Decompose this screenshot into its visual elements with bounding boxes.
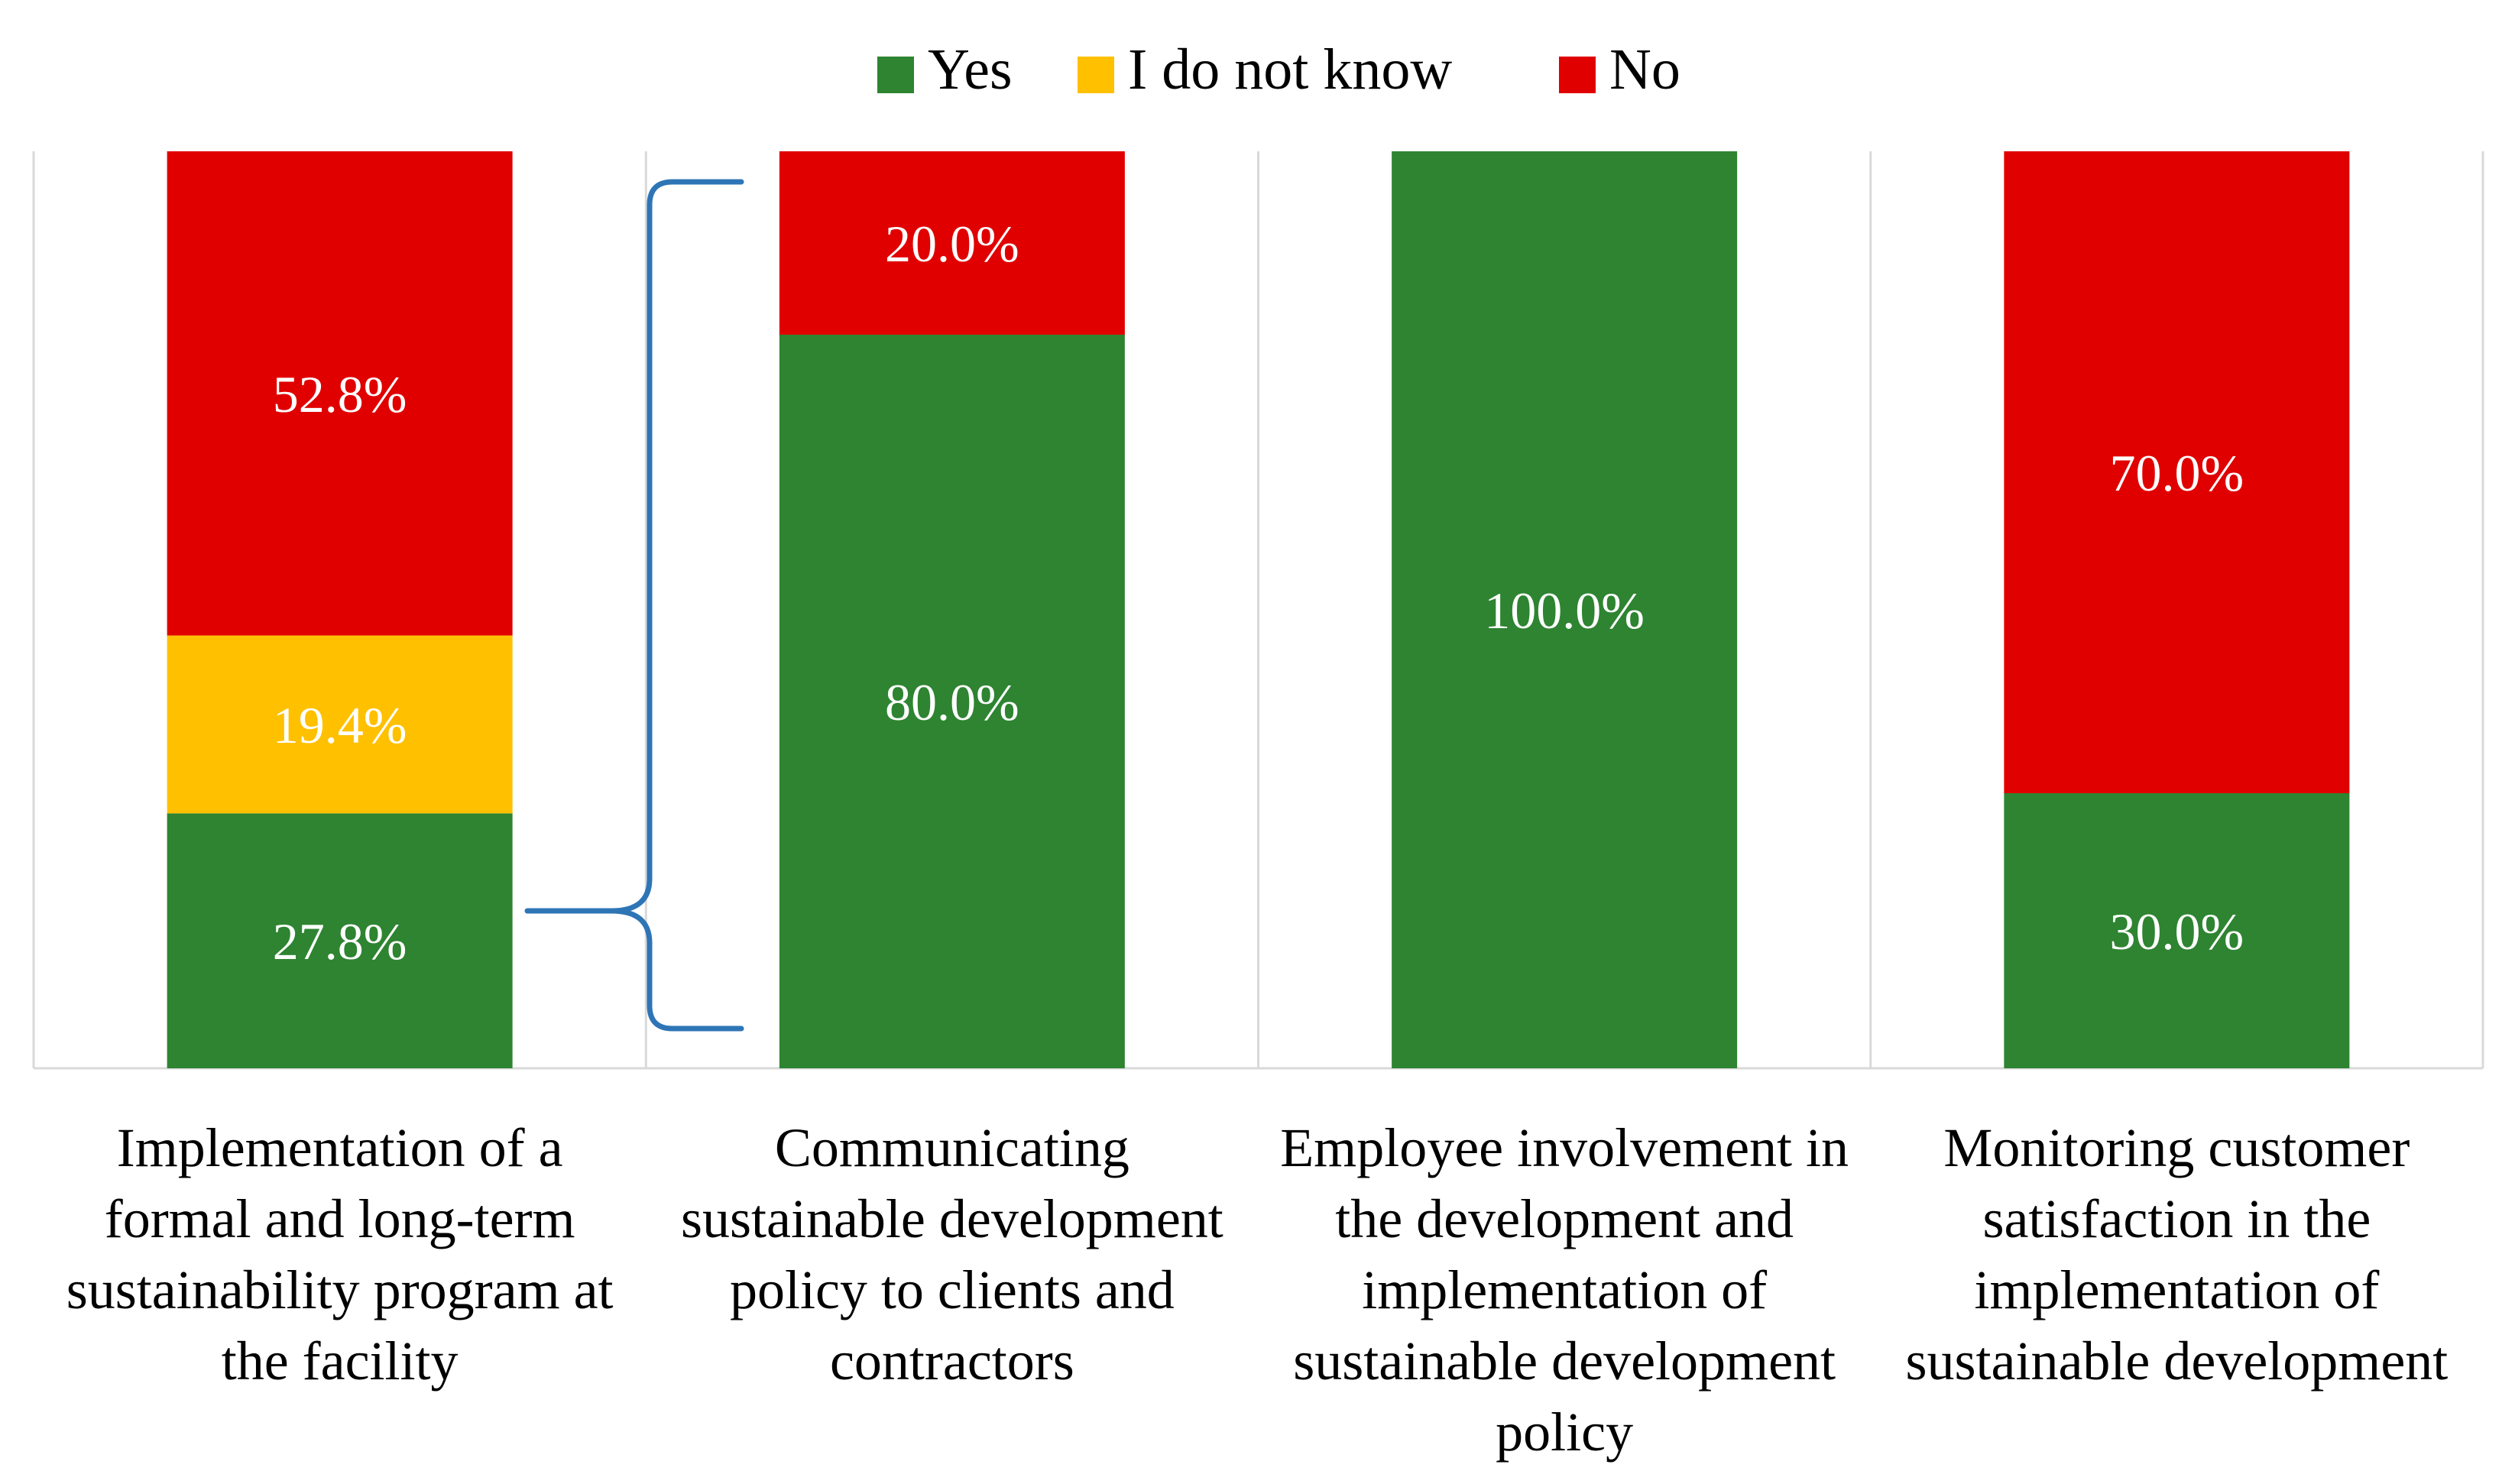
x-tick-label: implementation of xyxy=(1362,1259,1767,1320)
brace-path xyxy=(524,179,744,1032)
x-tick-label: the facility xyxy=(222,1330,459,1392)
x-tick-label: sustainability program at xyxy=(66,1259,614,1320)
x-tick-label: formal and long-term xyxy=(105,1188,575,1249)
x-tick-label: the development and xyxy=(1335,1188,1794,1249)
bar-segment-i-do-not-know xyxy=(167,635,513,814)
data-label: 100.0% xyxy=(1484,582,1645,640)
bar-segment-no xyxy=(2004,151,2350,793)
x-tick-label: implementation of xyxy=(1974,1259,2379,1320)
data-label: 27.8% xyxy=(273,912,407,970)
x-tick-label: sustainable development xyxy=(681,1188,1223,1249)
data-label: 80.0% xyxy=(885,673,1019,731)
x-tick-label: satisfaction in the xyxy=(1982,1188,2371,1249)
legend-label: I do not know xyxy=(1128,37,1452,102)
bar-segment-no xyxy=(779,151,1125,335)
x-tick-label: Implementation of a xyxy=(117,1117,563,1178)
legend-swatch xyxy=(1559,57,1596,93)
bar-segment-yes xyxy=(779,335,1125,1068)
x-tick-label: policy to clients and xyxy=(730,1259,1175,1320)
x-tick-label: contractors xyxy=(830,1330,1074,1392)
bar-segment-yes xyxy=(167,813,513,1068)
bars: 27.8% 19.4% 52.8% 80.0% 20.0% 100.0% 30.0% 70.0… xyxy=(167,151,2350,1068)
x-tick-label: Employee involvement in xyxy=(1280,1117,1849,1178)
x-tick-label: sustainable development xyxy=(1293,1330,1836,1392)
data-label: 30.0% xyxy=(2110,902,2244,961)
brace-annotation xyxy=(524,179,744,1032)
x-tick-label: Communicating xyxy=(775,1117,1129,1178)
bar-segment-no xyxy=(167,151,513,636)
x-tick-label: sustainable development xyxy=(1905,1330,2448,1392)
bar-segment-yes xyxy=(2004,793,2350,1068)
data-label: 20.0% xyxy=(885,215,1019,273)
x-tick-label: policy xyxy=(1496,1401,1633,1463)
legend-label: Yes xyxy=(928,37,1013,102)
x-axis-labels: Implementation of a formal and long-term s… xyxy=(66,1117,2449,1463)
bar-segment-yes xyxy=(1392,151,1738,1068)
data-label: 70.0% xyxy=(2110,444,2244,502)
legend-label: No xyxy=(1609,37,1680,102)
legend-swatch xyxy=(1078,57,1114,93)
legend: Yes I do not know No xyxy=(877,37,1680,102)
data-label: 52.8% xyxy=(273,365,407,423)
legend-swatch xyxy=(877,57,914,93)
data-label: 19.4% xyxy=(273,696,407,754)
x-tick-label: Monitoring customer xyxy=(1943,1117,2410,1178)
